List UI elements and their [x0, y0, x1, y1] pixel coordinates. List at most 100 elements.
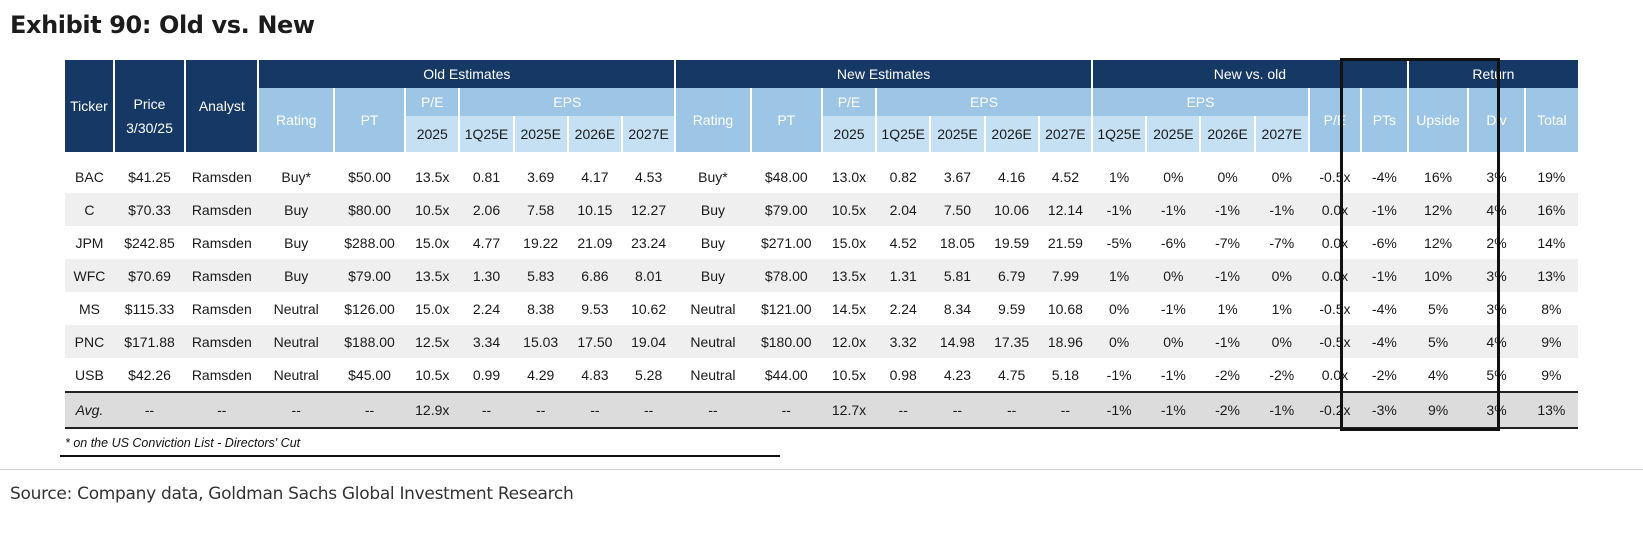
ticker-cell: MS — [78, 300, 100, 317]
ticker-cell: PNC — [65, 325, 114, 358]
header-old-eps-2025e: 2025E — [513, 116, 569, 152]
header-diff-pts: PTs — [1360, 88, 1409, 152]
table-cell: 2.04 — [876, 193, 931, 226]
header-analyst: Analyst — [185, 60, 260, 152]
table-cell: 0.82 — [889, 168, 917, 185]
table-cell: -0.5x — [1319, 168, 1351, 185]
table-cell: -4% — [1360, 325, 1408, 358]
header-diff-eps-1q25e: 1Q25E — [1092, 116, 1148, 152]
table-cell: 14% — [1537, 234, 1566, 251]
table-cell: 0% — [1092, 325, 1147, 358]
average-label: Avg. — [65, 391, 114, 429]
header-new-eps-2027e: 2027E — [1038, 116, 1094, 152]
header-old-eps-2027e: 2027E — [622, 116, 677, 152]
table-cell: -4% — [1371, 168, 1397, 185]
table-cell: -6% — [1160, 234, 1186, 251]
table-cell: 5.83 — [513, 259, 568, 292]
table-cell: Ramsden — [191, 234, 252, 251]
table-cell: $48.00 — [764, 168, 808, 185]
table-cell: 3.67 — [943, 168, 972, 185]
table-cell: -1% — [1360, 193, 1408, 226]
table-cell: 21.09 — [577, 234, 613, 251]
table-cell: $78.00 — [750, 259, 822, 292]
average-cell: -- — [984, 391, 1039, 429]
table-cell: 12.14 — [1038, 193, 1093, 226]
table-cell: 0.81 — [472, 168, 501, 185]
table-cell: Neutral — [675, 325, 751, 358]
average-cell: -2% — [1200, 391, 1255, 429]
table-cell: -7% — [1215, 234, 1241, 251]
average-cell: 13% — [1524, 391, 1578, 429]
table-cell: 5% — [1407, 325, 1469, 358]
header-new-pe: P/E — [821, 88, 878, 116]
source-divider — [0, 469, 1643, 470]
table-cell: 0% — [1109, 300, 1130, 317]
table-cell: Ramsden — [185, 259, 259, 292]
table-cell: -1% — [1200, 193, 1255, 226]
table-cell: 23.24 — [631, 234, 667, 251]
table-cell: 4.23 — [943, 366, 972, 383]
table-cell: 1% — [1092, 259, 1147, 292]
table-cell: 0.99 — [472, 366, 501, 383]
table-cell: Buy — [284, 234, 309, 251]
table-cell: 0% — [1254, 259, 1309, 292]
header-upside: Upside — [1407, 88, 1470, 152]
table-cell: $41.25 — [128, 168, 171, 185]
table-cell: -1% — [1200, 259, 1255, 292]
table-cell: Ramsden — [185, 325, 259, 358]
table-row: PNC $171.88 Ramsden Neutral $188.00 12.5x 3.34… — [65, 325, 1578, 358]
table-cell: 10.5x — [821, 193, 877, 226]
table-cell: 9% — [1541, 366, 1562, 383]
average-cell: -- — [258, 391, 334, 429]
header-diff-eps: EPS — [1092, 88, 1310, 116]
table-cell: 0.98 — [889, 366, 917, 383]
table-cell: Neutral — [273, 366, 319, 383]
table-cell: 13.0x — [831, 168, 867, 185]
table-cell: 2.24 — [472, 300, 501, 317]
header-new-pt: PT — [750, 88, 823, 152]
header-div: Div — [1468, 88, 1526, 152]
table-cell: 12.27 — [622, 193, 676, 226]
table-cell: -2% — [1269, 366, 1295, 383]
table-cell: -1% — [1146, 193, 1201, 226]
average-cell: 3% — [1468, 391, 1525, 429]
table-cell: Neutral — [690, 300, 736, 317]
average-cell: -1% — [1092, 391, 1147, 429]
table-cell: Buy — [700, 234, 725, 251]
header-old-pt: PT — [333, 88, 407, 152]
table-cell: 4% — [1427, 366, 1449, 383]
table-cell: Buy — [258, 259, 334, 292]
table-cell: 4.52 — [889, 234, 917, 251]
table-cell: 16% — [1424, 168, 1453, 185]
table-cell: 12% — [1407, 193, 1469, 226]
header-new-estimates: New Estimates — [675, 60, 1094, 88]
table-cell: 4.16 — [998, 168, 1026, 185]
table-cell: 0.0x — [1308, 259, 1361, 292]
header-new-eps-1q25e: 1Q25E — [876, 116, 932, 152]
table-cell: -0.5x — [1319, 300, 1351, 317]
table-cell: 0% — [1146, 259, 1201, 292]
table-cell: 4.29 — [527, 366, 555, 383]
table-cell: Buy — [675, 259, 751, 292]
table-cell: $80.00 — [333, 193, 406, 226]
header-old-pe-year: 2025 — [405, 116, 461, 152]
table-row: USB $42.26 Ramsden Neutral $45.00 10.5x 0.99 4.… — [65, 358, 1578, 392]
header-new-eps-2025e: 2025E — [930, 116, 986, 152]
average-cell: -- — [930, 391, 985, 429]
table-cell: Buy* — [698, 168, 728, 185]
table-cell: -7% — [1269, 234, 1295, 251]
exhibit-title: Exhibit 90: Old vs. New — [10, 11, 315, 39]
table-cell: $70.69 — [113, 259, 186, 292]
footnote-divider — [60, 455, 780, 457]
table-cell: 5% — [1486, 366, 1507, 383]
header-total: Total — [1524, 88, 1578, 152]
table-cell: 2% — [1486, 234, 1507, 251]
table-cell: 5% — [1427, 300, 1449, 317]
table-cell: 19.04 — [622, 325, 676, 358]
table-cell: Neutral — [258, 325, 334, 358]
table-cell: -1% — [1092, 193, 1147, 226]
table-cell: 8.01 — [622, 259, 676, 292]
table-cell: $242.85 — [124, 234, 175, 251]
ticker-cell: JPM — [75, 234, 104, 251]
header-diff-eps-2027e: 2027E — [1254, 116, 1310, 152]
